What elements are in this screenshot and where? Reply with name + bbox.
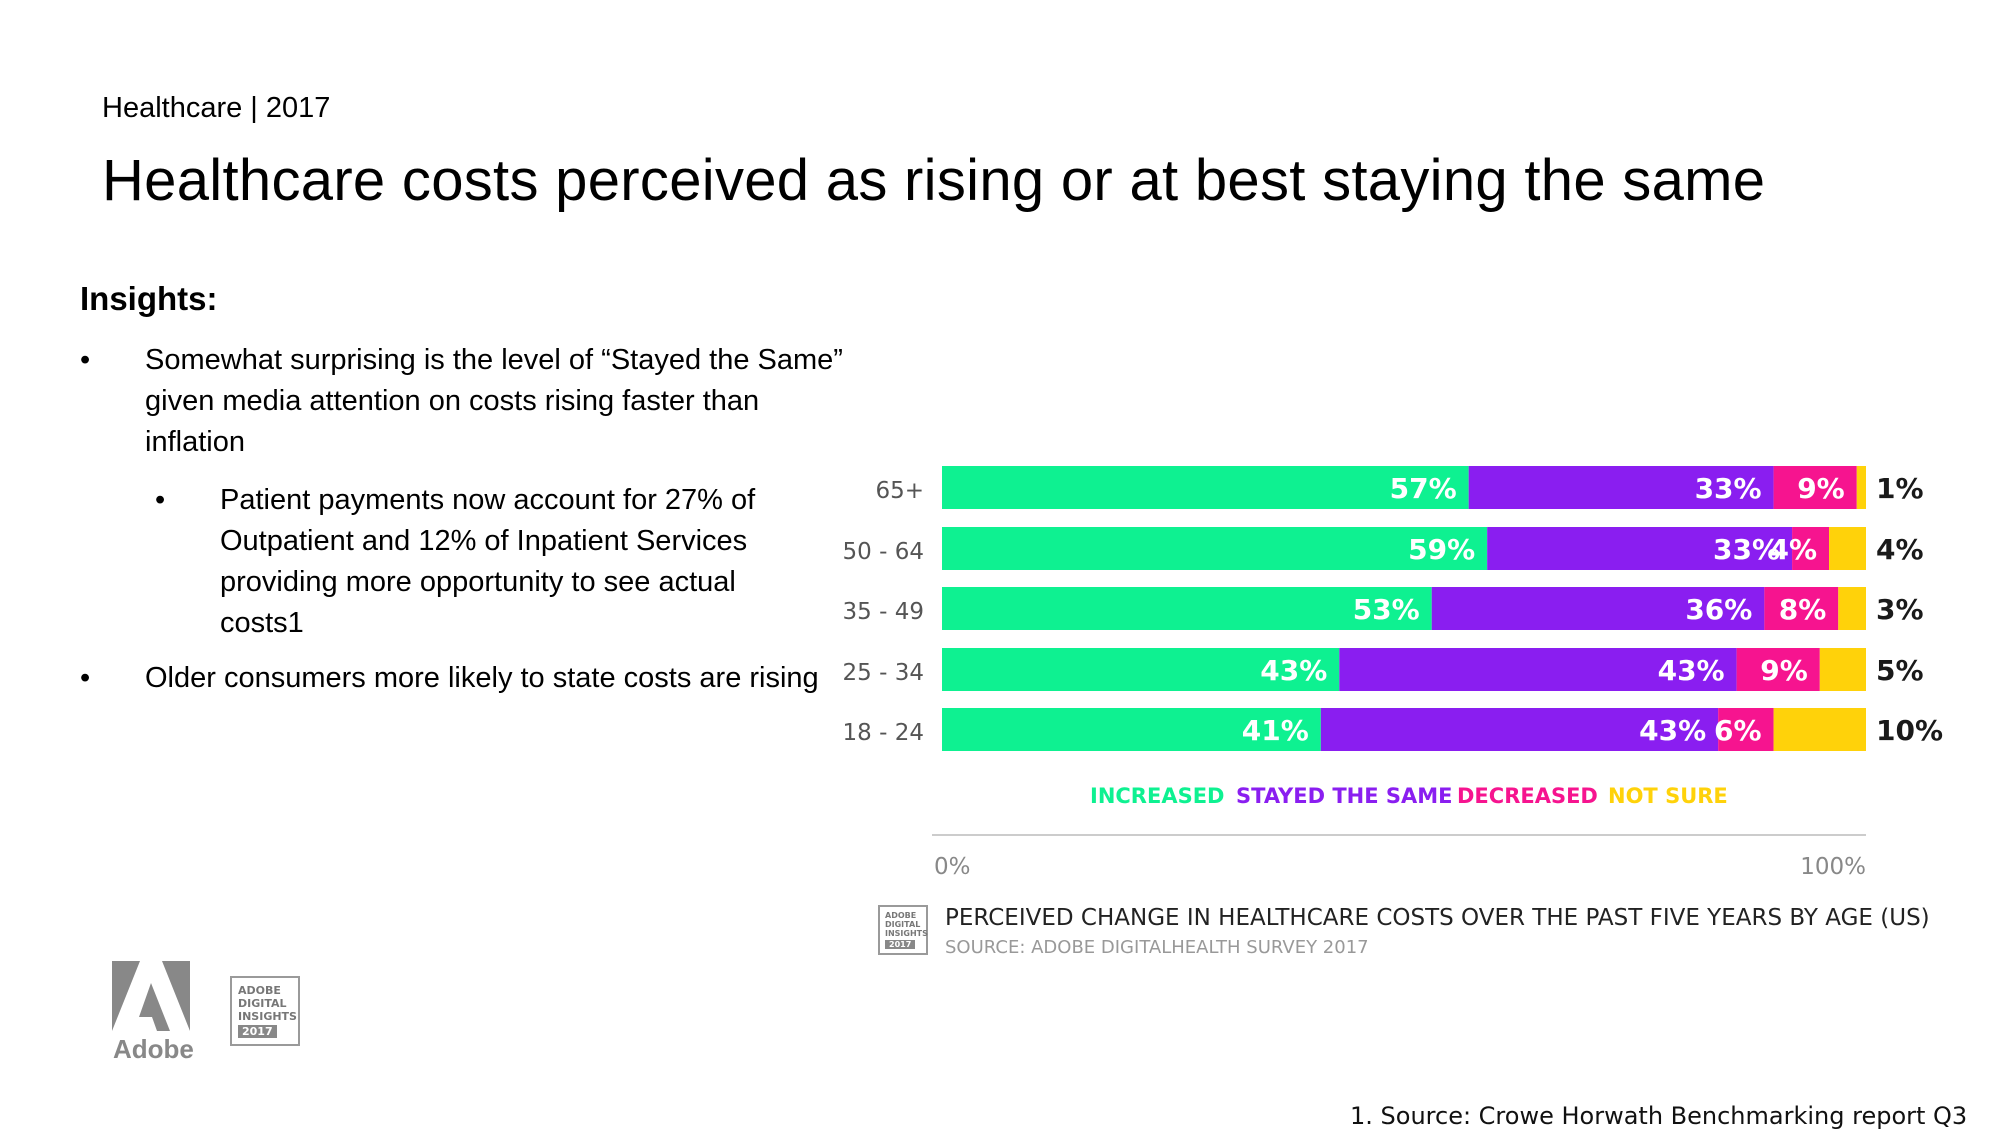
data-label-not-sure: 3%: [1876, 593, 1924, 626]
badge-year: 2017: [885, 940, 916, 949]
page-title: Healthcare costs perceived as rising or …: [102, 148, 1766, 213]
bullet-marker: •: [80, 662, 91, 694]
bar-segment-decreased: [1718, 708, 1774, 751]
legend-item-increased: INCREASED: [1090, 784, 1224, 808]
bar-segment-decreased: [1764, 587, 1839, 630]
bar-segment-not-sure: [1829, 527, 1866, 570]
bar-segment-increased: [942, 466, 1469, 509]
badge-line: INSIGHTS: [238, 1010, 297, 1023]
bar-segment-increased: [942, 527, 1488, 570]
badge-line: ADOBE: [885, 911, 917, 920]
bar-segment-stayed-the-same: [1339, 648, 1737, 691]
x-tick-label: 0%: [934, 854, 971, 880]
bullet-marker: •: [80, 344, 91, 376]
data-label-stayed-the-same: 33%: [1695, 472, 1762, 505]
bar-segment-not-sure: [1819, 648, 1866, 691]
data-label-decreased: 9%: [1797, 472, 1845, 505]
bullet-marker: •: [155, 484, 166, 516]
legend-item-stayed-the-same: STAYED THE SAME: [1236, 784, 1453, 808]
chart-caption: PERCEIVED CHANGE IN HEALTHCARE COSTS OVE…: [945, 905, 1930, 931]
data-label-stayed-the-same: 36%: [1685, 593, 1752, 626]
insight-text: Older consumers more likely to state cos…: [145, 662, 819, 694]
adobe-digital-insights-badge-small: ADOBE DIGITAL INSIGHTS 2017: [878, 905, 928, 955]
bar-segment-not-sure: [1838, 587, 1866, 630]
legend-item-not-sure: NOT SURE: [1608, 784, 1728, 808]
age-group-label: 25 - 34: [843, 660, 924, 686]
age-group-label: 18 - 24: [843, 720, 924, 746]
bar-segment-decreased: [1736, 648, 1820, 691]
data-label-not-sure: 5%: [1876, 654, 1924, 687]
data-label-stayed-the-same: 43%: [1639, 714, 1706, 747]
bar-segment-increased: [942, 708, 1321, 751]
bar-segment-not-sure: [1856, 466, 1866, 509]
bar-segment-stayed-the-same: [1431, 587, 1765, 630]
badge-line: DIGITAL: [885, 920, 921, 929]
data-label-increased: 43%: [1260, 654, 1327, 687]
data-label-not-sure: 4%: [1876, 533, 1924, 566]
age-group-label: 35 - 49: [843, 599, 924, 625]
data-label-not-sure: 10%: [1876, 714, 1943, 747]
insight-text: Patient payments now account for 27% of …: [220, 484, 756, 639]
data-label-stayed-the-same: 33%: [1713, 533, 1780, 566]
data-label-increased: 57%: [1390, 472, 1457, 505]
bar-segment-increased: [942, 587, 1432, 630]
data-label-stayed-the-same: 43%: [1658, 654, 1725, 687]
bar-segment-stayed-the-same: [1468, 466, 1774, 509]
kicker: Healthcare | 2017: [102, 92, 331, 124]
bar-segment-decreased: [1792, 527, 1830, 570]
bar-segment-not-sure: [1773, 708, 1866, 751]
data-label-increased: 41%: [1242, 714, 1309, 747]
bar-segment-stayed-the-same: [1320, 708, 1719, 751]
insights-heading: Insights:: [80, 280, 218, 317]
data-label-decreased: 9%: [1760, 654, 1808, 687]
x-tick-label: 100%: [1800, 854, 1866, 880]
data-label-decreased: 6%: [1714, 714, 1762, 747]
bar-segment-decreased: [1773, 466, 1857, 509]
data-label-not-sure: 1%: [1876, 472, 1924, 505]
adobe-logo-icon: [112, 961, 190, 1031]
badge-line: INSIGHTS: [885, 929, 928, 938]
chart-source: SOURCE: ADOBE DIGITALHEALTH SURVEY 2017: [945, 937, 1369, 958]
bar-segment-increased: [942, 648, 1340, 691]
data-label-increased: 53%: [1353, 593, 1420, 626]
badge-line: ADOBE: [238, 984, 281, 997]
adobe-digital-insights-badge: ADOBE DIGITAL INSIGHTS 2017: [230, 976, 300, 1046]
insight-bullet-2: • Older consumers more likely to state c…: [80, 658, 860, 699]
footnote: 1. Source: Crowe Horwath Benchmarking re…: [1350, 1102, 1968, 1130]
age-group-label: 50 - 64: [843, 539, 924, 565]
data-label-decreased: 8%: [1779, 593, 1827, 626]
insight-text: Somewhat surprising is the level of “Sta…: [145, 344, 843, 458]
age-group-label: 65+: [875, 478, 924, 504]
insight-bullet-1: • Somewhat surprising is the level of “S…: [80, 340, 860, 463]
bar-segment-stayed-the-same: [1487, 527, 1793, 570]
badge-year: 2017: [238, 1025, 277, 1038]
adobe-logo-text: Adobe: [113, 1034, 194, 1064]
insight-sub-bullet: • Patient payments now account for 27% o…: [155, 480, 815, 644]
data-label-decreased: 4%: [1769, 533, 1817, 566]
badge-line: DIGITAL: [238, 997, 287, 1010]
legend-item-decreased: DECREASED: [1457, 784, 1598, 808]
data-label-increased: 59%: [1408, 533, 1475, 566]
